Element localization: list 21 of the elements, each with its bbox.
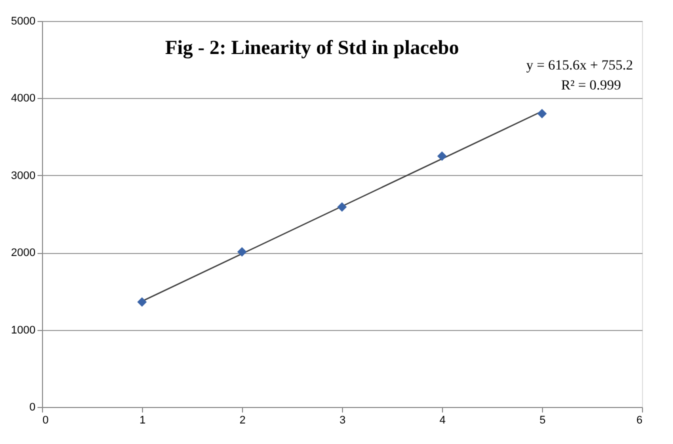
annotation: y = 615.6x + 755.2 [526, 58, 633, 74]
y-tick-label: 1000 [11, 324, 36, 336]
x-tick-label: 3 [339, 414, 346, 426]
x-tick-label: 1 [139, 414, 146, 426]
x-tick-label: 0 [42, 414, 49, 426]
y-tick-label: 3000 [11, 170, 36, 182]
y-tick-label: 5000 [11, 16, 36, 28]
x-tick-label: 6 [636, 414, 642, 426]
text: Fig - 2: Linearity of Std in placebo [165, 37, 459, 60]
y-tick-label: 0 [29, 402, 36, 414]
y-tick-label: 2000 [11, 247, 36, 260]
y-tick-label: 4000 [11, 92, 36, 105]
point [537, 108, 547, 118]
point [337, 202, 347, 212]
x-tick-label: 5 [539, 414, 546, 426]
point [137, 297, 147, 307]
annotation: R² = 0.999 [561, 78, 621, 94]
x-tick-label: 4 [439, 414, 446, 426]
x-tick-label: 2 [239, 414, 246, 426]
point [437, 151, 447, 161]
point [237, 247, 247, 257]
